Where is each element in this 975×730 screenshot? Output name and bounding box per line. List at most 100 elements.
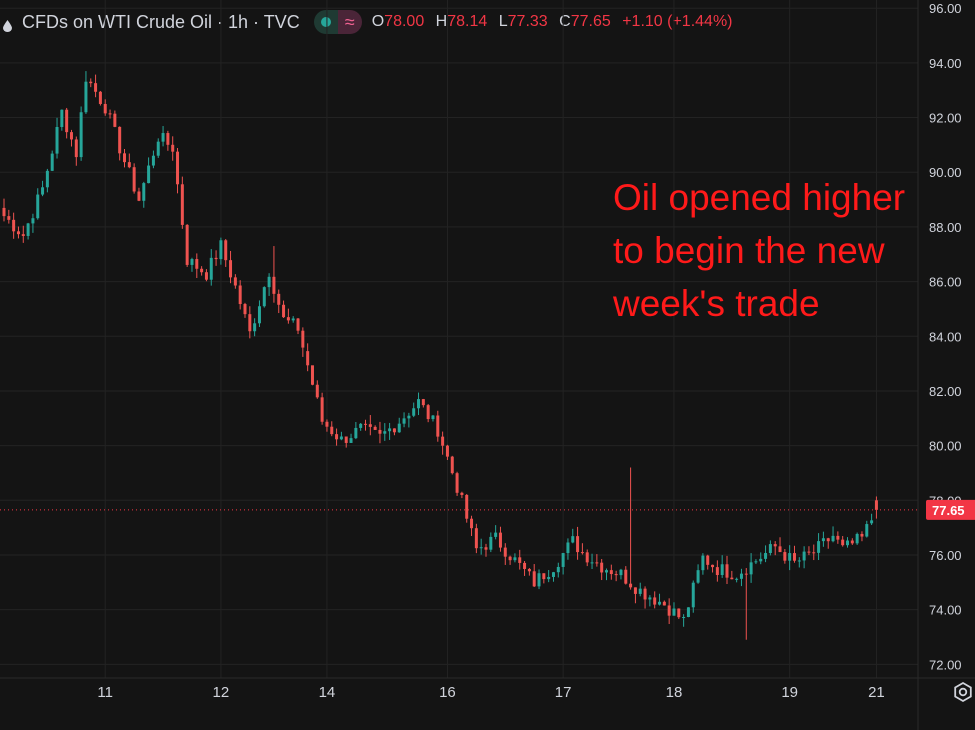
candle	[527, 567, 531, 576]
status-pill[interactable]: ≈	[313, 10, 362, 34]
candle-body	[41, 187, 45, 195]
settings-gear-icon[interactable]	[952, 681, 974, 703]
candle-body	[373, 426, 377, 430]
candle-body	[547, 576, 551, 580]
candle	[171, 136, 175, 161]
candle	[190, 257, 194, 272]
candle	[503, 543, 507, 565]
candle-body	[768, 544, 772, 554]
candle	[209, 249, 213, 286]
candle-body	[233, 277, 237, 286]
candle	[831, 526, 835, 543]
candle-body	[378, 429, 382, 434]
candle	[715, 560, 719, 582]
candle	[55, 117, 59, 159]
candle-body	[783, 552, 787, 561]
candle	[407, 412, 411, 428]
candle-body	[445, 445, 449, 457]
candle	[50, 150, 54, 172]
candle-body	[686, 607, 690, 617]
candle-body	[518, 557, 522, 563]
candle	[802, 546, 806, 569]
candle	[807, 546, 811, 556]
candle	[648, 595, 652, 607]
x-tick-label: 21	[868, 684, 885, 701]
high-label: H	[435, 13, 448, 30]
candle-body	[614, 574, 618, 576]
symbol-title[interactable]: CFDs on WTI Crude Oil · 1h · TVC	[22, 11, 300, 32]
candle	[470, 515, 474, 537]
candle-body	[821, 538, 825, 542]
candle-body	[513, 557, 517, 561]
candle	[26, 222, 30, 240]
y-tick-label: 94.00	[929, 56, 962, 71]
open-label: O	[371, 13, 385, 30]
y-tick-label: 80.00	[929, 439, 962, 454]
candle-body	[532, 571, 536, 587]
candle-body	[190, 259, 194, 265]
candle-body	[725, 564, 729, 578]
candle-body	[773, 544, 777, 547]
candle-body	[417, 399, 421, 409]
candle-body	[643, 588, 647, 600]
candle-body	[479, 547, 483, 549]
candle-body	[431, 415, 435, 420]
candle-body	[127, 162, 131, 168]
candle-body	[474, 528, 478, 549]
candle	[609, 564, 613, 580]
candle	[614, 570, 618, 582]
candle-body	[542, 573, 546, 580]
candle	[812, 544, 816, 561]
candle-body	[460, 492, 464, 495]
candle-body	[609, 570, 613, 575]
candle	[754, 559, 758, 565]
candle	[262, 286, 266, 308]
candle-body	[286, 317, 290, 321]
candle-body	[484, 547, 488, 550]
candle	[7, 209, 11, 224]
candle-body	[123, 153, 126, 163]
candle	[870, 513, 874, 525]
candle-body	[470, 518, 474, 529]
candle	[720, 555, 724, 578]
candle	[65, 107, 69, 139]
candle-body	[108, 113, 112, 115]
candle-body	[180, 184, 184, 225]
candle-body	[364, 423, 367, 425]
candle-body	[759, 558, 763, 562]
x-tick-label: 14	[319, 684, 336, 701]
candle	[16, 226, 20, 239]
candle	[41, 180, 45, 197]
candle-body	[7, 216, 11, 220]
candle-body	[600, 562, 604, 573]
candle	[282, 300, 286, 318]
candle-body	[629, 583, 633, 588]
candle-body	[209, 257, 213, 280]
candle	[474, 523, 478, 554]
candle	[214, 250, 218, 266]
chart-header: CFDs on WTI Crude Oil · 1h · TVC ≈ O78.0…	[0, 8, 740, 36]
candle	[576, 526, 580, 560]
candle-body	[595, 562, 599, 564]
candle	[874, 496, 878, 519]
candle	[662, 600, 666, 606]
candle	[320, 392, 324, 425]
x-tick-label: 17	[555, 684, 572, 701]
candle-body	[797, 560, 801, 562]
candle-body	[576, 536, 580, 553]
candle	[113, 110, 117, 128]
x-tick-label: 12	[213, 684, 230, 701]
candle	[706, 554, 710, 570]
candle	[846, 537, 849, 548]
candle	[580, 543, 584, 555]
candle	[744, 568, 748, 640]
candle	[547, 570, 551, 583]
candle-body	[672, 608, 676, 616]
last-price-label: 77.65	[932, 503, 965, 518]
candle-body	[69, 132, 73, 140]
candle	[219, 237, 223, 265]
candle	[571, 528, 575, 544]
candle	[98, 90, 102, 106]
candle	[465, 493, 469, 523]
